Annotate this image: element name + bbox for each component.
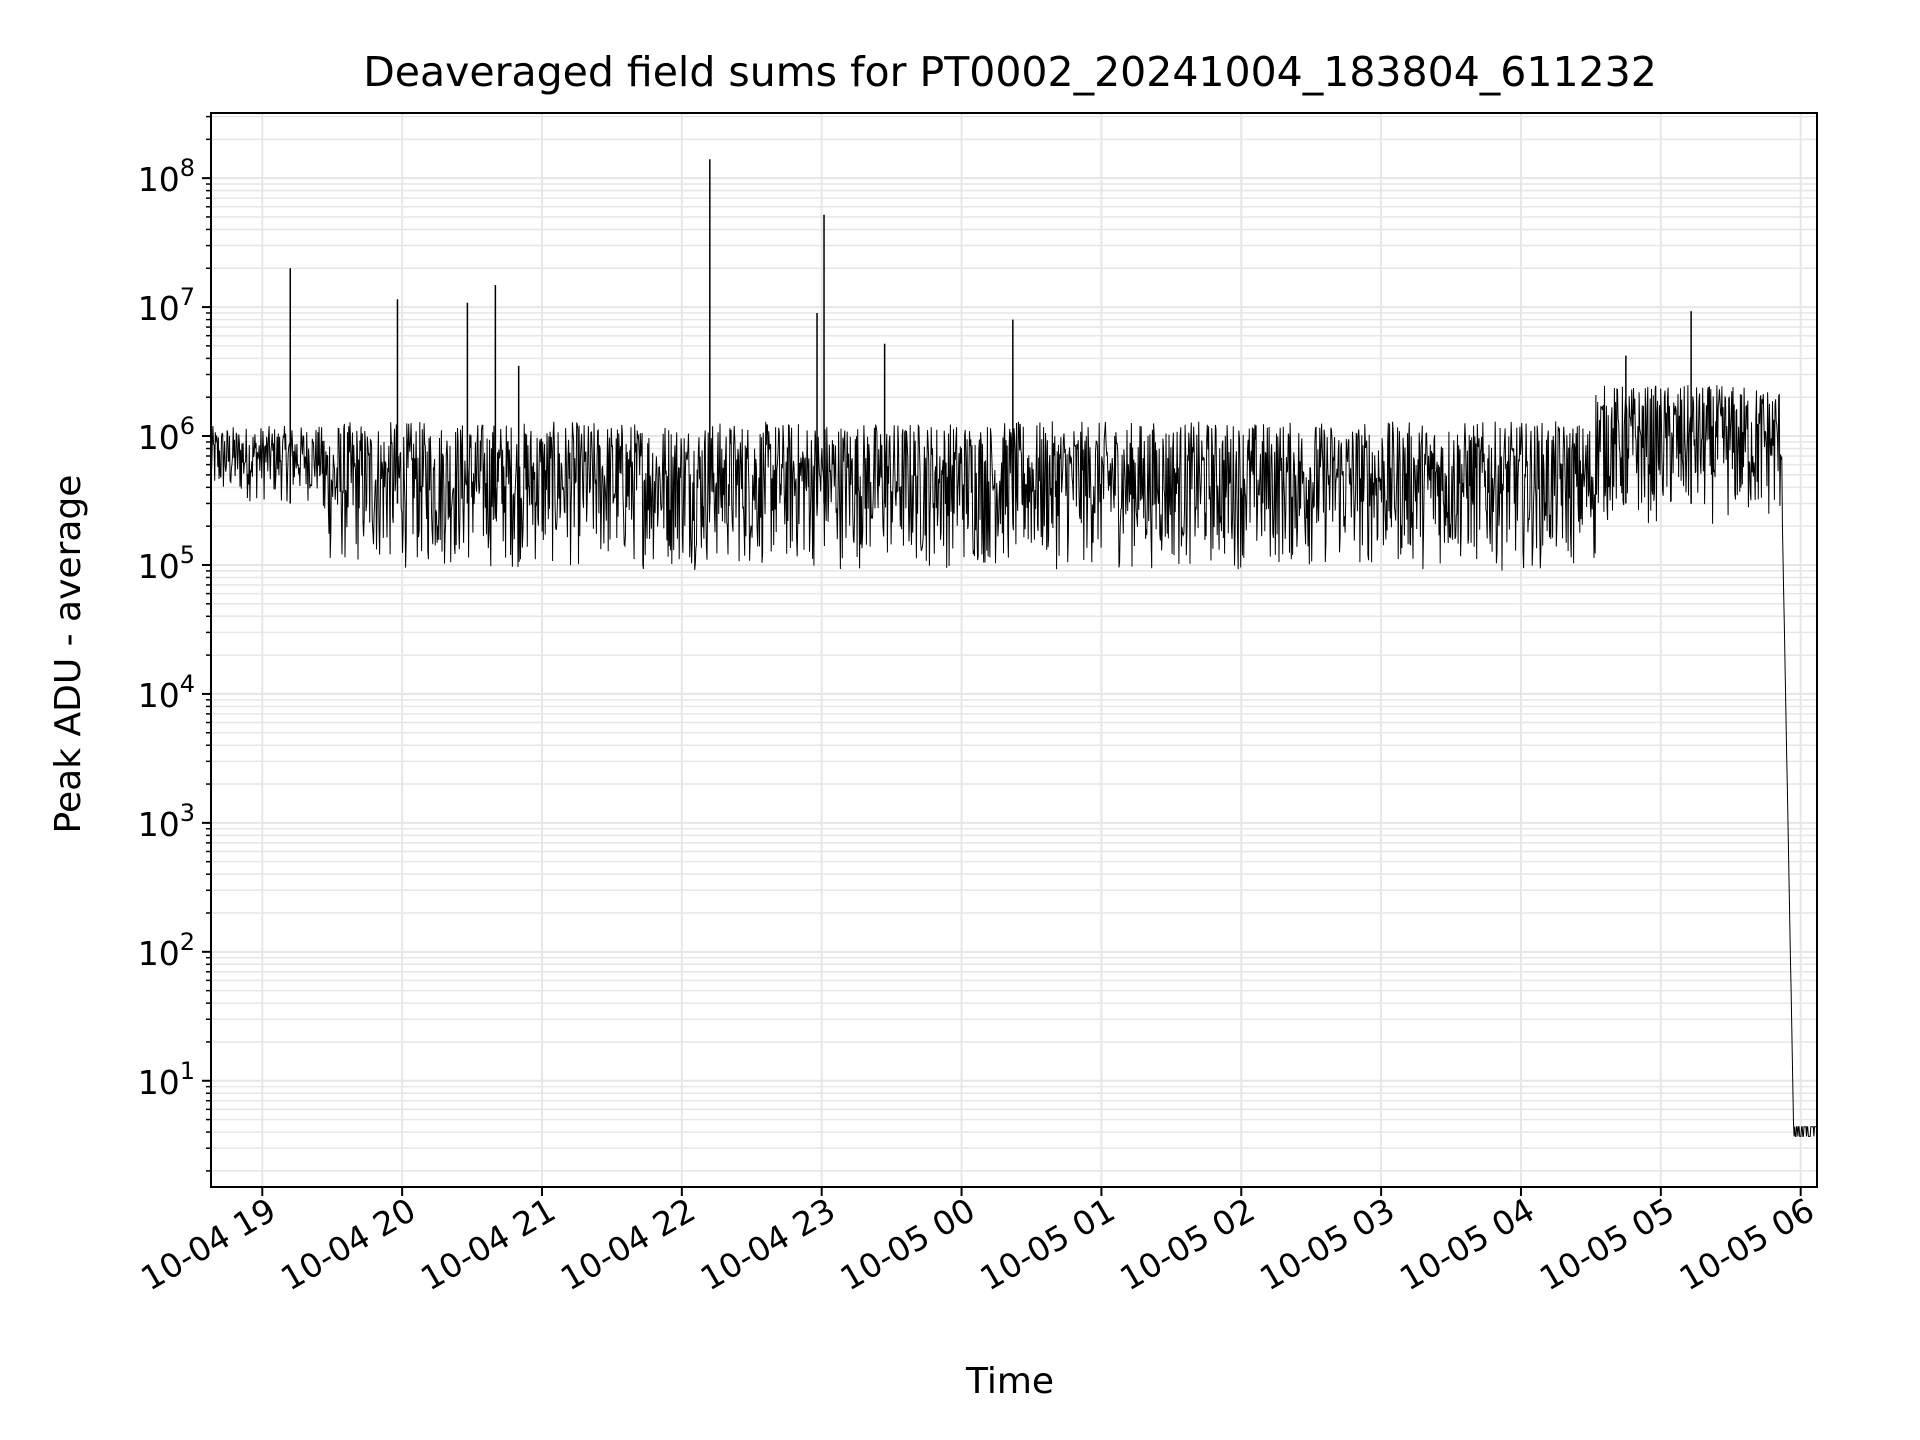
plot-frame (210, 112, 1818, 1188)
y-tick-label: 107 (138, 283, 195, 328)
y-tick-label: 106 (138, 412, 195, 457)
y-tick-label: 103 (138, 799, 195, 844)
x-axis-label: Time (965, 1361, 1054, 1402)
chart-title: Deaveraged field sums for PT0002_2024100… (363, 48, 1657, 96)
y-tick-label: 101 (138, 1057, 195, 1102)
plot-layer (210, 159, 1818, 1137)
y-axis-label: Peak ADU - average (48, 475, 89, 834)
series-line (210, 385, 1818, 1137)
y-tick-label: 104 (138, 670, 195, 715)
y-tick-label: 102 (138, 928, 195, 973)
y-tick-label: 108 (138, 154, 195, 199)
y-tick-label: 105 (138, 541, 195, 586)
